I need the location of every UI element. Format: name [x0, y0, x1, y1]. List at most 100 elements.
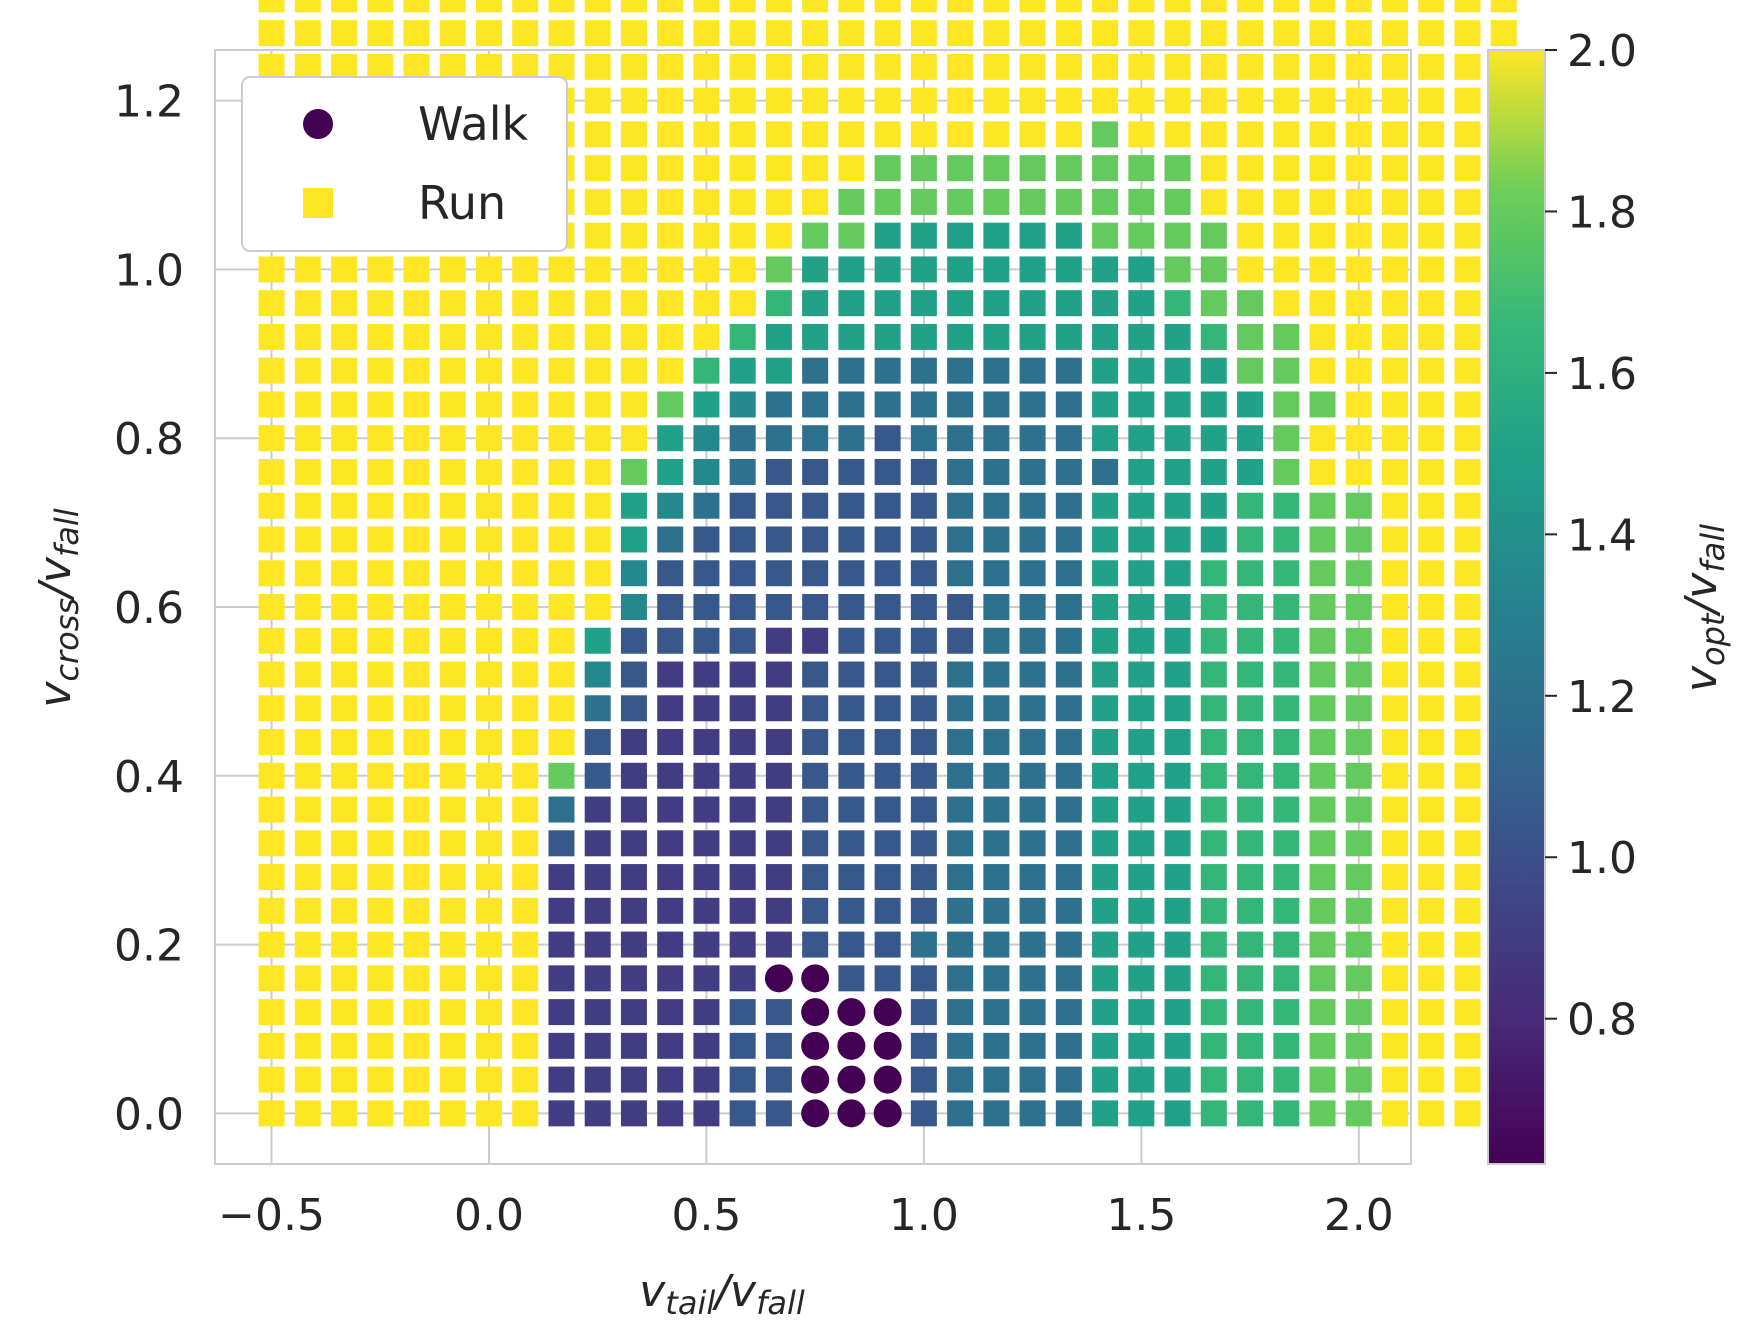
run-marker — [1273, 188, 1300, 215]
run-marker-colored — [620, 560, 647, 587]
run-marker-colored — [1055, 391, 1082, 418]
run-marker — [802, 0, 829, 13]
run-marker-colored — [1237, 357, 1264, 384]
run-marker — [331, 729, 358, 756]
run-marker — [439, 830, 466, 857]
run-marker-colored — [1309, 492, 1336, 519]
run-marker-colored — [1237, 1032, 1264, 1059]
run-marker-colored — [729, 695, 756, 722]
run-marker — [729, 290, 756, 317]
run-marker — [1382, 0, 1409, 13]
run-marker — [1382, 256, 1409, 283]
run-marker-colored — [947, 695, 974, 722]
run-marker-colored — [1309, 1066, 1336, 1093]
run-marker-colored — [838, 290, 865, 317]
run-marker — [475, 695, 502, 722]
run-marker-colored — [910, 425, 937, 452]
colorbar-tick-label: 1.8 — [1567, 187, 1637, 238]
run-marker-colored — [620, 729, 647, 756]
run-marker-colored — [1237, 729, 1264, 756]
run-marker — [802, 155, 829, 182]
run-marker — [331, 290, 358, 317]
y-axis-ticks: 0.0 0.2 0.4 0.6 0.8 1.0 1.2 — [114, 77, 184, 1141]
walk-marker — [873, 998, 902, 1027]
run-marker — [1309, 357, 1336, 384]
run-marker — [439, 931, 466, 958]
run-marker — [1418, 1066, 1445, 1093]
run-marker — [512, 425, 539, 452]
run-marker — [1382, 1032, 1409, 1059]
run-marker — [403, 290, 430, 317]
run-marker-colored — [947, 391, 974, 418]
run-marker-colored — [693, 492, 720, 519]
run-marker-colored — [1345, 695, 1372, 722]
walk-marker — [801, 964, 830, 993]
run-marker — [1128, 0, 1155, 13]
run-marker-colored — [584, 1066, 611, 1093]
run-marker — [947, 0, 974, 13]
run-marker-colored — [1309, 627, 1336, 654]
run-marker — [475, 53, 502, 80]
run-marker-colored — [657, 1100, 684, 1127]
run-marker — [1382, 222, 1409, 249]
run-marker — [620, 20, 647, 47]
run-marker — [1273, 53, 1300, 80]
x-tick-label: 2.0 — [1324, 1190, 1394, 1241]
run-marker-colored — [1092, 1100, 1119, 1127]
run-marker — [584, 0, 611, 13]
colorbar-label-sub: opt — [1694, 612, 1732, 666]
colorbar-tick-label: 1.4 — [1567, 510, 1637, 561]
run-marker — [294, 53, 321, 80]
run-marker-colored — [802, 864, 829, 891]
run-marker — [475, 796, 502, 823]
run-marker — [294, 830, 321, 857]
run-marker-colored — [693, 1032, 720, 1059]
walk-marker — [837, 1031, 866, 1060]
run-marker — [1418, 188, 1445, 215]
run-marker — [1382, 323, 1409, 350]
run-marker — [1454, 121, 1481, 148]
run-marker — [1454, 87, 1481, 114]
run-marker-colored — [620, 830, 647, 857]
run-marker — [657, 20, 684, 47]
y-axis-label: vcross/vfall — [30, 508, 86, 707]
run-marker-colored — [838, 931, 865, 958]
run-marker-colored — [983, 1066, 1010, 1093]
run-marker-colored — [1345, 1032, 1372, 1059]
run-marker-colored — [1092, 425, 1119, 452]
run-marker — [1454, 965, 1481, 992]
run-marker-colored — [1092, 796, 1119, 823]
run-marker-colored — [765, 1032, 792, 1059]
run-marker — [1454, 762, 1481, 789]
run-marker-colored — [693, 627, 720, 654]
run-marker — [367, 999, 394, 1026]
run-marker — [548, 0, 575, 13]
x-tick-label: 1.0 — [889, 1190, 959, 1241]
run-marker — [874, 121, 901, 148]
run-marker — [947, 87, 974, 114]
run-marker — [947, 121, 974, 148]
run-marker-colored — [693, 425, 720, 452]
run-marker-colored — [838, 560, 865, 587]
run-marker-colored — [1237, 931, 1264, 958]
run-marker — [1454, 20, 1481, 47]
run-marker — [620, 290, 647, 317]
run-marker-colored — [765, 1100, 792, 1127]
run-marker — [1273, 222, 1300, 249]
run-marker — [439, 594, 466, 620]
run-marker-colored — [1345, 864, 1372, 891]
run-marker — [1092, 53, 1119, 80]
run-marker-colored — [693, 458, 720, 485]
run-marker — [1200, 20, 1227, 47]
run-marker — [439, 53, 466, 80]
run-marker-colored — [620, 999, 647, 1026]
run-marker — [1454, 391, 1481, 418]
run-marker — [367, 425, 394, 452]
run-marker — [1200, 53, 1227, 80]
run-marker — [294, 796, 321, 823]
run-marker — [1490, 20, 1517, 47]
run-marker — [1382, 594, 1409, 620]
run-marker-colored — [983, 256, 1010, 283]
run-marker-colored — [1164, 155, 1191, 182]
run-marker-colored — [910, 729, 937, 756]
